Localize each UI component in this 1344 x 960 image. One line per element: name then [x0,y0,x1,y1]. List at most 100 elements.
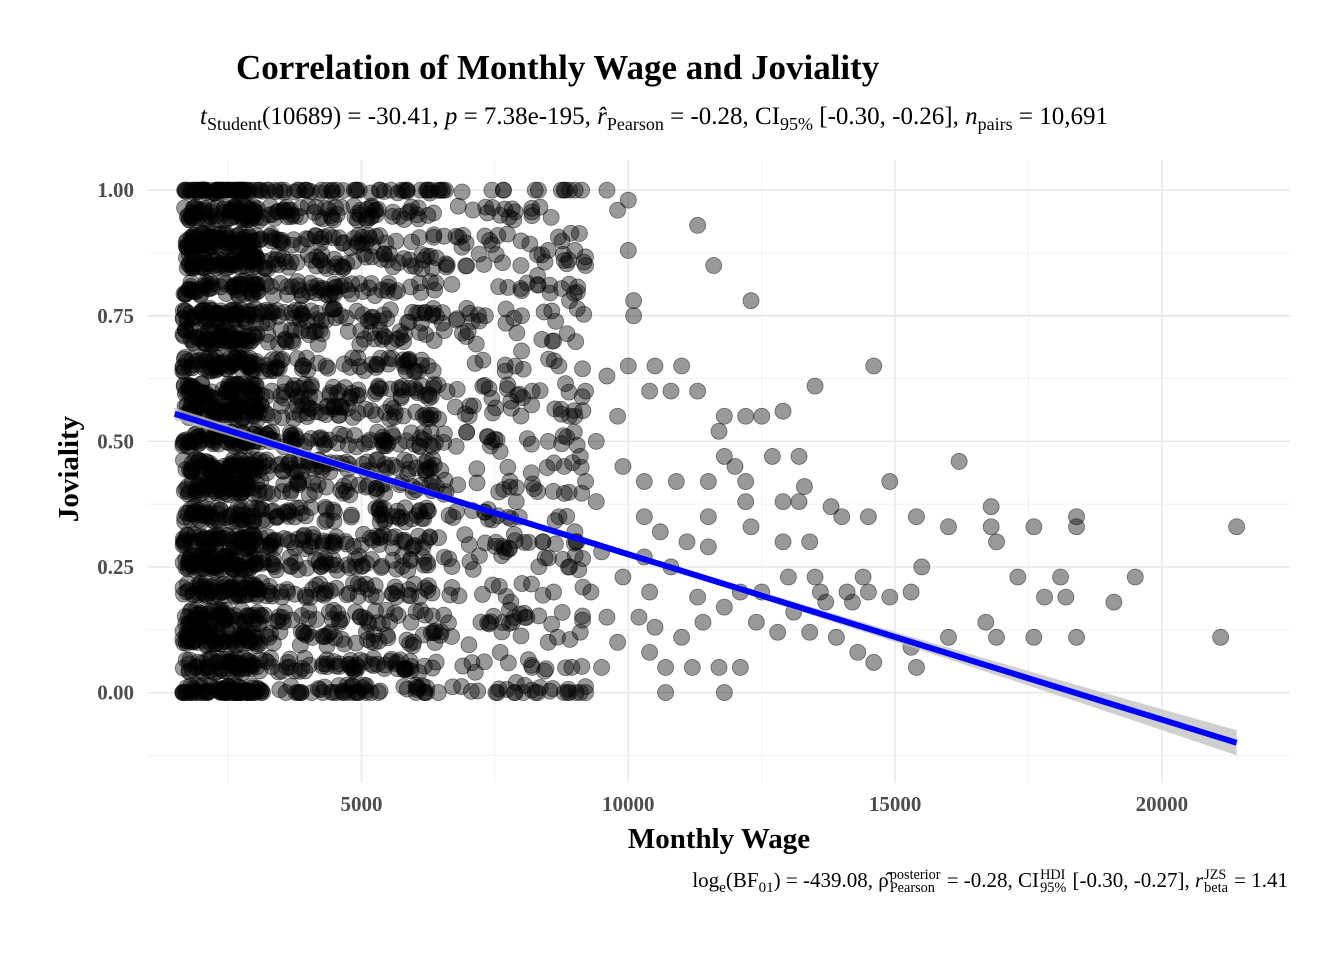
chart-caption: loge(BF01) = -439.08, ρ̂ posterior Pearson… [692,868,1288,897]
data-point [1052,568,1069,586]
data-point [577,684,594,701]
dense-point [233,483,251,501]
dense-point [226,256,244,274]
data-point [587,432,605,450]
r-subscript: Pearson [606,114,664,134]
dense-point [326,279,343,297]
data-point [940,518,957,536]
r-value: = -0.28, CI [663,103,781,130]
dense-point [468,474,486,492]
chart-title: Correlation of Monthly Wage and Jovialit… [236,48,880,87]
data-point [737,493,755,511]
data-point [625,307,643,325]
dense-point [407,403,425,421]
data-point [801,533,819,551]
data-point [657,659,675,676]
dense-point [192,678,210,696]
dense-point [302,499,320,516]
data-point [625,292,643,310]
data-point [774,402,792,420]
data-point [513,307,530,325]
data-point [609,633,627,651]
data-point [731,659,749,676]
dense-point [273,409,291,427]
data-point [913,558,931,576]
dense-point [193,484,211,502]
dense-point [286,463,304,481]
dense-point [237,552,255,570]
t-value: (10689) = -30.41, [262,103,445,130]
dense-point [350,226,367,244]
dense-point [226,278,244,296]
dense-point [409,199,427,217]
dense-point [197,684,215,701]
dense-point [218,237,235,255]
data-point [705,257,723,274]
data-point [497,543,514,561]
dense-point [309,304,327,322]
dense-point [230,287,248,304]
dense-point [348,302,366,320]
data-point [683,659,701,676]
dense-point [363,402,380,419]
r-symbol: r̂ [597,103,607,130]
dense-point [227,306,245,323]
chart-subtitle: tStudent(10689) = -30.41, p = 7.38e-195,… [0,103,1308,135]
dense-point [267,561,285,579]
dense-point [456,526,474,544]
data-point [539,432,557,450]
dense-point [443,558,461,575]
data-point [753,407,771,425]
n-value: = 10,691 [1012,103,1108,130]
dense-point [197,605,215,623]
data-point [646,357,664,375]
dense-point [328,206,346,223]
dense-point [197,384,215,402]
dense-point [300,610,318,628]
dense-point [499,458,517,476]
dense-point [342,508,360,526]
data-point [908,659,925,676]
dense-point [208,211,225,229]
dense-point [449,197,467,215]
dense-point [359,477,377,494]
dense-point [207,309,225,327]
rho-symbol: ρ̂ [878,868,889,892]
dense-point [543,302,561,320]
data-point [763,448,781,465]
dense-point [429,181,447,199]
dense-point [523,199,541,217]
rho-subscript: Pearson [889,880,935,897]
dense-point [233,211,251,229]
dense-point [426,281,443,299]
dense-point [215,322,233,340]
dense-point [317,478,335,496]
data-point [534,533,552,551]
data-point [982,518,1000,536]
data-point [742,518,760,536]
data-point [598,181,616,199]
dense-point [404,303,421,321]
dense-point [197,352,215,370]
data-point [609,407,627,425]
dense-point [258,464,276,482]
data-point [689,588,707,606]
data-point [673,357,691,375]
dense-point [209,312,227,330]
dense-point [230,350,248,368]
data-point [1126,568,1144,586]
dense-point [232,225,250,243]
dense-point [282,677,300,695]
dense-point [209,649,227,667]
dense-point [318,181,336,199]
data-points [174,181,1246,701]
dense-point [178,232,196,249]
dense-point [221,253,239,270]
dense-point [382,652,399,670]
dense-point [457,328,475,345]
data-point [950,453,968,470]
x-axis-title: Monthly Wage [628,823,810,855]
data-point [822,498,840,516]
data-point [635,473,653,490]
dense-point [514,360,532,378]
